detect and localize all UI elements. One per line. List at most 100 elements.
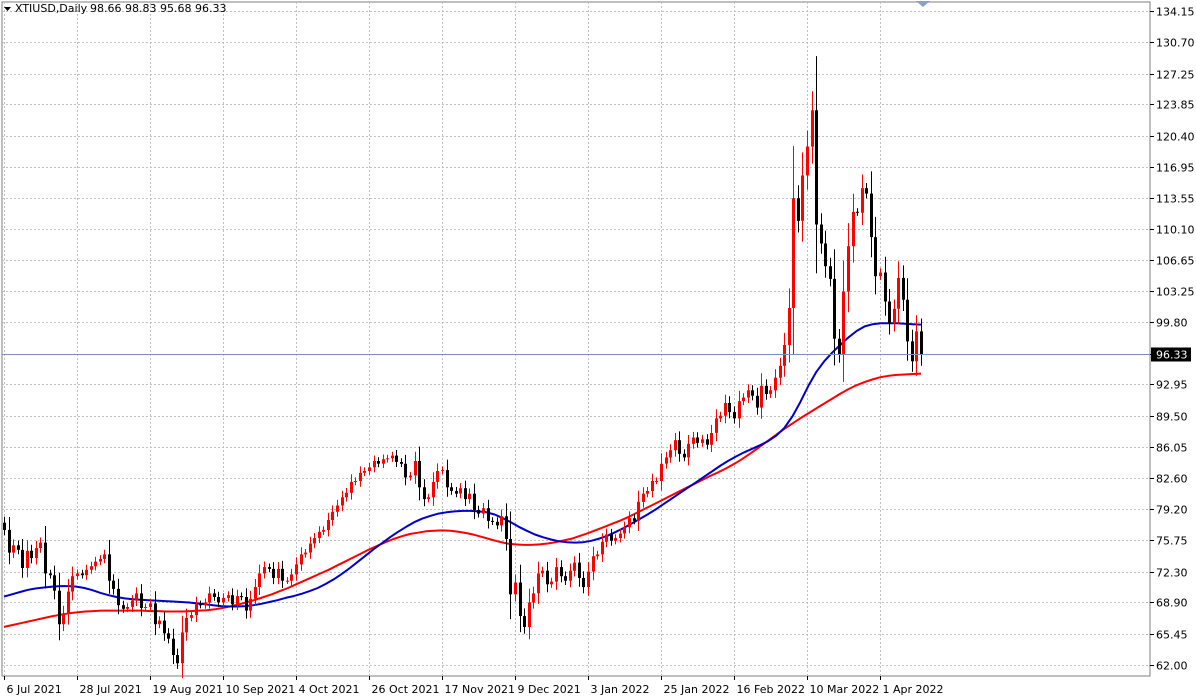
candle-body-bull xyxy=(318,531,321,539)
candle-body-bull xyxy=(587,571,590,587)
candle-body-bull xyxy=(103,554,106,559)
chart-shift-marker-icon[interactable] xyxy=(916,1,930,7)
candle-body-bear xyxy=(884,272,887,302)
candle-body-bull xyxy=(801,175,804,221)
candle-body-bull xyxy=(322,529,325,532)
candle-body-bear xyxy=(53,575,56,591)
x-tick-label: 26 Oct 2021 xyxy=(372,683,440,696)
candle-body-bull xyxy=(208,593,211,603)
candle-body-bear xyxy=(696,437,699,443)
candle-body-bear xyxy=(231,595,234,605)
y-tick-label: 116.95 xyxy=(1156,162,1195,175)
candle-body-bull xyxy=(760,385,763,408)
y-tick-label: 130.70 xyxy=(1156,37,1195,50)
candle-body-bear xyxy=(765,385,768,394)
x-tick-label: 28 Jul 2021 xyxy=(80,683,142,696)
candle-body-bear xyxy=(464,488,467,500)
candle-body-bull xyxy=(719,415,722,419)
candle-body-bull xyxy=(651,481,654,491)
candle-body-bull xyxy=(893,308,896,324)
candle-body-bull xyxy=(309,543,312,553)
candle-body-bear xyxy=(17,545,20,550)
candle-body-bull xyxy=(391,455,394,459)
candle-body-bull xyxy=(715,418,718,433)
candle-body-bull xyxy=(290,574,293,581)
candle-body-bull xyxy=(665,457,668,464)
candle-body-bull xyxy=(341,497,344,506)
candle-body-bear xyxy=(163,620,166,634)
candle-body-bull xyxy=(532,593,535,603)
candle-body-bear xyxy=(633,518,636,521)
candle-body-bull xyxy=(779,365,782,378)
y-tick-label: 99.80 xyxy=(1156,317,1188,330)
candle-body-bear xyxy=(578,562,581,578)
chart-menu-arrow-icon[interactable] xyxy=(4,7,11,11)
candle-body-bull xyxy=(569,570,572,581)
candle-body-bull xyxy=(897,277,900,309)
candle-body-bull xyxy=(769,390,772,394)
candle-body-bear xyxy=(496,521,499,526)
x-tick-label: 17 Nov 2021 xyxy=(445,683,515,696)
candle-body-bull xyxy=(62,613,65,625)
candle-body-bear xyxy=(217,597,220,603)
candle-body-bull xyxy=(254,587,257,599)
candle-body-bull xyxy=(528,602,531,627)
candle-body-bull xyxy=(386,458,389,460)
candle-body-bull xyxy=(135,593,138,601)
candle-body-bear xyxy=(683,453,686,458)
candle-body-bear xyxy=(49,573,52,576)
candle-body-bull xyxy=(258,573,261,587)
current-price-label: 96.33 xyxy=(1156,349,1188,362)
y-tick-label: 110.10 xyxy=(1156,224,1195,237)
candle-body-bear xyxy=(797,198,800,221)
candle-body-bull xyxy=(286,580,289,582)
candle-body-bull xyxy=(592,556,595,572)
candle-body-bull xyxy=(774,377,777,391)
candles xyxy=(3,56,923,679)
y-tick-label: 123.85 xyxy=(1156,99,1195,112)
candle-body-bull xyxy=(368,467,371,471)
candle-body-bear xyxy=(418,461,421,488)
candle-body-bull xyxy=(363,471,366,473)
candle-body-bull xyxy=(12,545,15,553)
candle-body-bear xyxy=(112,580,115,589)
candle-body-bull xyxy=(747,390,750,398)
candle-body-bull xyxy=(514,582,517,595)
candle-body-bull xyxy=(345,492,348,498)
candle-body-bear xyxy=(756,395,759,408)
candle-body-bull xyxy=(550,581,553,585)
x-tick-label: 25 Jan 2022 xyxy=(664,683,730,696)
candle-body-bear xyxy=(906,299,909,342)
candle-body-bull xyxy=(788,307,791,346)
candle-body-bull xyxy=(144,607,147,608)
candle-body-bull xyxy=(76,573,79,577)
candle-body-bull xyxy=(181,632,184,664)
candle-body-bear xyxy=(44,542,47,574)
candle-body-bull xyxy=(847,246,850,292)
y-tick-label: 103.25 xyxy=(1156,286,1195,299)
y-tick-label: 86.05 xyxy=(1156,442,1188,455)
candle-body-bull xyxy=(373,461,376,468)
candle-body-bear xyxy=(172,638,175,655)
candle-body-bear xyxy=(8,529,11,553)
candle-body-bull xyxy=(336,505,339,512)
candle-body-bull xyxy=(90,566,93,570)
candle-body-bear xyxy=(902,277,905,300)
candle-body-bull xyxy=(724,403,727,416)
candle-body-bear xyxy=(546,570,549,585)
candle-body-bull xyxy=(236,596,239,605)
candle-body-bear xyxy=(870,193,873,238)
candle-body-bull xyxy=(39,542,42,548)
candle-body-bull xyxy=(300,554,303,565)
candle-body-bear xyxy=(560,567,563,577)
candle-body-bull xyxy=(295,564,298,575)
candle-body-bear xyxy=(122,605,125,609)
candle-body-bull xyxy=(669,450,672,458)
plot-area xyxy=(1,1,1151,677)
candle-body-bull xyxy=(204,602,207,606)
candle-body-bull xyxy=(646,491,649,494)
candle-body-bear xyxy=(829,266,832,279)
candle-body-bear xyxy=(272,568,275,578)
